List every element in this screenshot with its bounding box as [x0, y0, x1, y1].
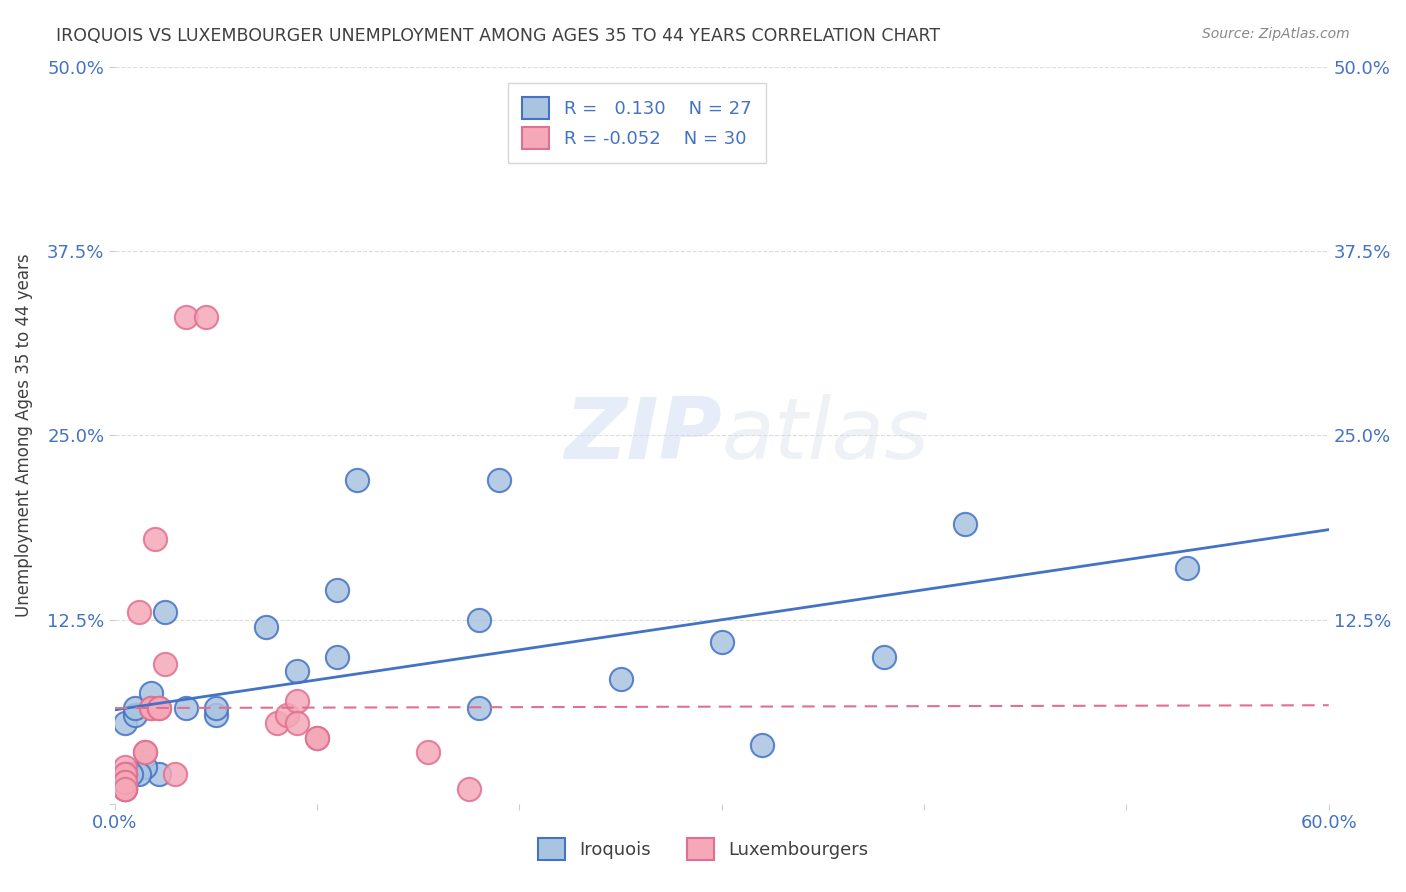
Point — [953, 516, 976, 531]
Point — [148, 701, 170, 715]
Point — [139, 701, 162, 715]
Point — [174, 701, 197, 715]
Point — [148, 701, 170, 715]
Point — [134, 745, 156, 759]
Point — [285, 715, 308, 730]
Point — [114, 767, 136, 781]
Point — [114, 767, 136, 781]
Point — [266, 715, 288, 730]
Legend: R =   0.130    N = 27, R = -0.052    N = 30: R = 0.130 N = 27, R = -0.052 N = 30 — [508, 83, 766, 163]
Point — [256, 620, 278, 634]
Point — [155, 605, 177, 619]
Point — [128, 767, 150, 781]
Point — [346, 473, 368, 487]
Point — [285, 694, 308, 708]
Point — [1175, 561, 1198, 575]
Point — [114, 775, 136, 789]
Text: Source: ZipAtlas.com: Source: ZipAtlas.com — [1202, 27, 1350, 41]
Point — [120, 767, 142, 781]
Point — [124, 708, 146, 723]
Point — [148, 767, 170, 781]
Point — [710, 634, 733, 648]
Point — [488, 473, 510, 487]
Point — [128, 605, 150, 619]
Legend: Iroquois, Luxembourgers: Iroquois, Luxembourgers — [523, 823, 883, 874]
Point — [114, 775, 136, 789]
Point — [326, 649, 349, 664]
Y-axis label: Unemployment Among Ages 35 to 44 years: Unemployment Among Ages 35 to 44 years — [15, 253, 32, 617]
Point — [139, 701, 162, 715]
Point — [872, 649, 894, 664]
Point — [276, 708, 298, 723]
Point — [114, 782, 136, 797]
Point — [751, 738, 773, 752]
Point — [205, 701, 228, 715]
Point — [114, 782, 136, 797]
Point — [609, 672, 631, 686]
Point — [114, 760, 136, 774]
Point — [418, 745, 440, 759]
Point — [174, 310, 197, 325]
Point — [114, 767, 136, 781]
Point — [285, 665, 308, 679]
Text: ZIP: ZIP — [564, 393, 721, 477]
Text: atlas: atlas — [721, 393, 929, 477]
Point — [114, 782, 136, 797]
Point — [165, 767, 187, 781]
Point — [305, 731, 328, 745]
Point — [143, 532, 166, 546]
Point — [468, 613, 491, 627]
Point — [155, 657, 177, 671]
Point — [139, 686, 162, 700]
Point — [114, 715, 136, 730]
Point — [326, 583, 349, 598]
Point — [305, 731, 328, 745]
Point — [205, 708, 228, 723]
Point — [134, 760, 156, 774]
Point — [194, 310, 217, 325]
Point — [468, 701, 491, 715]
Point — [124, 701, 146, 715]
Point — [114, 767, 136, 781]
Point — [114, 782, 136, 797]
Point — [134, 745, 156, 759]
Text: IROQUOIS VS LUXEMBOURGER UNEMPLOYMENT AMONG AGES 35 TO 44 YEARS CORRELATION CHAR: IROQUOIS VS LUXEMBOURGER UNEMPLOYMENT AM… — [56, 27, 941, 45]
Point — [457, 782, 479, 797]
